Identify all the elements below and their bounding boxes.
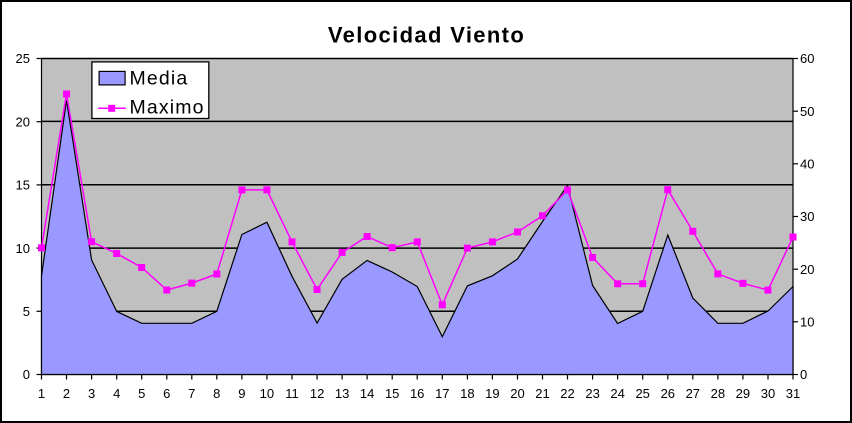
svg-text:25: 25 [635, 386, 649, 401]
svg-text:14: 14 [360, 386, 374, 401]
svg-text:0: 0 [23, 367, 30, 382]
svg-text:40: 40 [800, 157, 814, 172]
svg-text:31: 31 [786, 386, 800, 401]
svg-text:20: 20 [510, 386, 524, 401]
svg-text:29: 29 [736, 386, 750, 401]
svg-text:10: 10 [800, 315, 814, 330]
svg-text:27: 27 [686, 386, 700, 401]
svg-text:0: 0 [800, 367, 807, 382]
svg-text:11: 11 [285, 386, 299, 401]
svg-text:4: 4 [113, 386, 120, 401]
svg-text:20: 20 [16, 114, 30, 129]
svg-text:10: 10 [16, 241, 30, 256]
svg-text:26: 26 [661, 386, 675, 401]
svg-text:2: 2 [63, 386, 70, 401]
svg-text:7: 7 [188, 386, 195, 401]
svg-text:8: 8 [213, 386, 220, 401]
svg-text:5: 5 [23, 304, 30, 319]
svg-text:15: 15 [16, 178, 30, 193]
svg-text:30: 30 [800, 209, 814, 224]
svg-text:9: 9 [238, 386, 245, 401]
svg-text:18: 18 [460, 386, 474, 401]
svg-text:19: 19 [485, 386, 499, 401]
svg-text:30: 30 [761, 386, 775, 401]
svg-text:28: 28 [711, 386, 725, 401]
svg-text:1: 1 [38, 386, 45, 401]
svg-text:15: 15 [385, 386, 399, 401]
svg-text:24: 24 [610, 386, 624, 401]
svg-text:13: 13 [335, 386, 349, 401]
svg-text:12: 12 [310, 386, 324, 401]
svg-text:5: 5 [138, 386, 145, 401]
svg-text:50: 50 [800, 104, 814, 119]
svg-text:6: 6 [163, 386, 170, 401]
svg-text:20: 20 [800, 262, 814, 277]
svg-text:23: 23 [585, 386, 599, 401]
svg-text:60: 60 [800, 51, 814, 66]
svg-text:Maximo: Maximo [130, 97, 205, 119]
svg-text:22: 22 [560, 386, 574, 401]
svg-text:17: 17 [435, 386, 449, 401]
svg-text:Media: Media [130, 68, 189, 90]
svg-text:10: 10 [260, 386, 274, 401]
svg-text:Velocidad Viento: Velocidad Viento [328, 22, 525, 47]
svg-text:3: 3 [88, 386, 95, 401]
svg-text:16: 16 [410, 386, 424, 401]
svg-text:25: 25 [16, 51, 30, 66]
svg-text:21: 21 [535, 386, 549, 401]
